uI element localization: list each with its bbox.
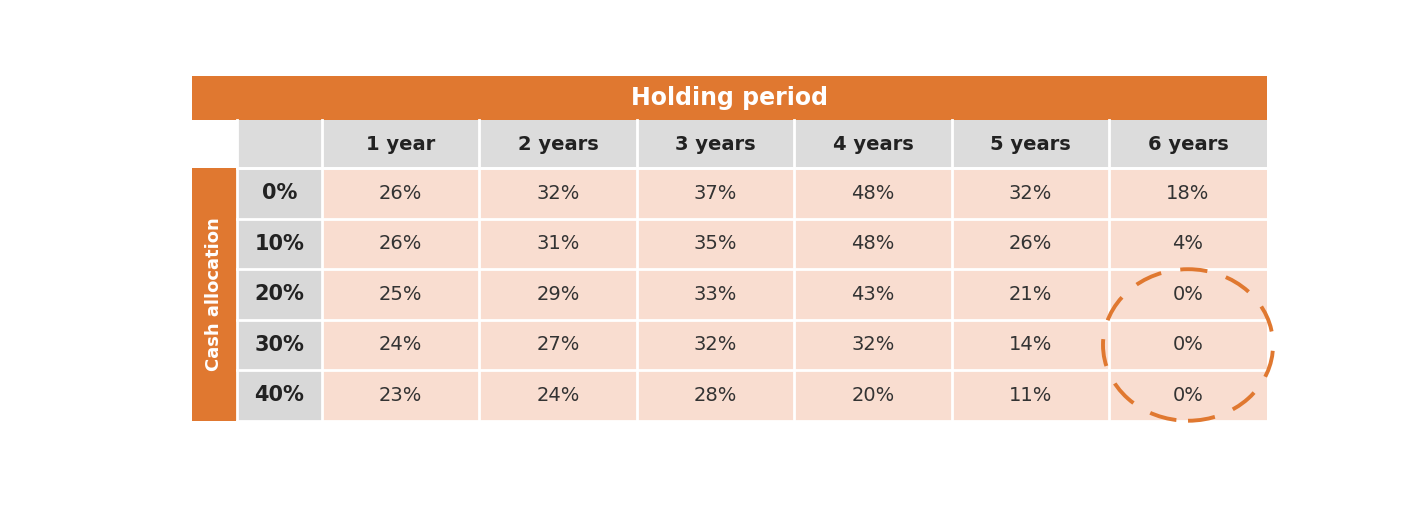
Text: 25%: 25% <box>379 285 423 304</box>
Bar <box>480 269 638 320</box>
Text: Cash allocation: Cash allocation <box>205 218 223 372</box>
Bar <box>1110 219 1266 269</box>
Text: 0%: 0% <box>1173 285 1204 304</box>
Text: 11%: 11% <box>1009 386 1052 405</box>
Bar <box>480 320 638 370</box>
Bar <box>322 370 480 421</box>
Text: 43%: 43% <box>851 285 895 304</box>
Text: 35%: 35% <box>694 234 737 253</box>
Text: 0%: 0% <box>262 183 297 203</box>
Bar <box>794 370 952 421</box>
Text: 6 years: 6 years <box>1147 135 1228 154</box>
Text: 26%: 26% <box>379 234 423 253</box>
Bar <box>638 168 794 219</box>
Bar <box>322 120 480 168</box>
Text: 2 years: 2 years <box>518 135 599 154</box>
Bar <box>952 120 1110 168</box>
Text: 4 years: 4 years <box>832 135 914 154</box>
Bar <box>1110 269 1266 320</box>
Bar <box>638 269 794 320</box>
Bar <box>638 219 794 269</box>
Bar <box>638 120 794 168</box>
Bar <box>794 320 952 370</box>
Bar <box>236 370 322 421</box>
Bar <box>236 219 322 269</box>
Text: 1 year: 1 year <box>366 135 435 154</box>
Bar <box>952 168 1110 219</box>
Text: 48%: 48% <box>851 184 895 203</box>
Text: 32%: 32% <box>694 335 737 354</box>
Bar <box>1110 120 1266 168</box>
Bar <box>952 320 1110 370</box>
Text: 24%: 24% <box>536 386 581 405</box>
Text: Holding period: Holding period <box>630 86 828 110</box>
Bar <box>480 219 638 269</box>
Text: 20%: 20% <box>851 386 895 405</box>
Text: 27%: 27% <box>536 335 581 354</box>
Text: 30%: 30% <box>255 335 305 355</box>
Bar <box>322 269 480 320</box>
Text: 23%: 23% <box>379 386 423 405</box>
Bar <box>952 219 1110 269</box>
Bar <box>480 370 638 421</box>
Text: 48%: 48% <box>851 234 895 253</box>
Bar <box>638 320 794 370</box>
Bar <box>1110 168 1266 219</box>
Bar <box>794 219 952 269</box>
Text: 4%: 4% <box>1173 234 1204 253</box>
Text: 28%: 28% <box>694 386 737 405</box>
Text: 26%: 26% <box>1009 234 1052 253</box>
Bar <box>952 269 1110 320</box>
Bar <box>952 370 1110 421</box>
Bar <box>794 168 952 219</box>
Text: 32%: 32% <box>536 184 581 203</box>
Bar <box>794 269 952 320</box>
Text: 21%: 21% <box>1009 285 1052 304</box>
Bar <box>322 219 480 269</box>
Bar <box>480 168 638 219</box>
Bar <box>192 168 236 421</box>
Text: 31%: 31% <box>536 234 581 253</box>
Text: 26%: 26% <box>379 184 423 203</box>
Bar <box>236 320 322 370</box>
Text: 32%: 32% <box>851 335 895 354</box>
Text: 33%: 33% <box>694 285 737 304</box>
Text: 18%: 18% <box>1167 184 1210 203</box>
Bar <box>192 76 1266 120</box>
Text: 0%: 0% <box>1173 335 1204 354</box>
Text: 14%: 14% <box>1009 335 1052 354</box>
Text: 0%: 0% <box>1173 386 1204 405</box>
Text: 29%: 29% <box>536 285 581 304</box>
Bar <box>236 168 322 219</box>
Text: 37%: 37% <box>694 184 737 203</box>
Bar <box>236 120 322 168</box>
Bar <box>1110 370 1266 421</box>
Bar <box>322 168 480 219</box>
Text: 5 years: 5 years <box>990 135 1072 154</box>
Text: 24%: 24% <box>379 335 423 354</box>
Bar <box>480 120 638 168</box>
Text: 10%: 10% <box>255 234 305 254</box>
Text: 3 years: 3 years <box>676 135 756 154</box>
Text: 40%: 40% <box>255 385 305 406</box>
Bar <box>322 320 480 370</box>
Text: 20%: 20% <box>255 284 305 304</box>
Text: 32%: 32% <box>1009 184 1052 203</box>
Bar <box>794 120 952 168</box>
Bar <box>236 269 322 320</box>
Bar <box>1110 320 1266 370</box>
Bar <box>638 370 794 421</box>
